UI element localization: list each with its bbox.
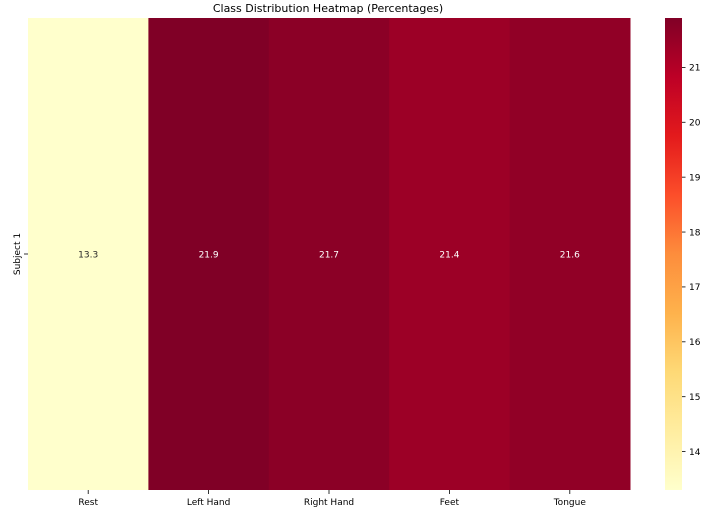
cell-annotation: 21.6 xyxy=(560,251,580,261)
x-tick-label: Right Hand xyxy=(304,498,354,508)
cell-annotation: 21.4 xyxy=(439,251,459,261)
colorbar-tick-label: 15 xyxy=(689,393,700,403)
heatmap-cell xyxy=(28,18,149,490)
colorbar: 14 15 16 17 18 19 20 21 xyxy=(665,18,701,490)
heatmap-cell xyxy=(389,18,511,490)
heatmap-cells: 13.3 21.9 21.7 21.4 21.6 xyxy=(28,18,631,490)
chart-title: Class Distribution Heatmap (Percentages) xyxy=(213,2,443,15)
colorbar-tick-label: 19 xyxy=(689,173,701,183)
colorbar-gradient xyxy=(665,18,682,490)
cell-annotation: 21.7 xyxy=(319,251,339,261)
heatmap-cell xyxy=(509,18,631,490)
y-tick-label: Subject 1 xyxy=(13,233,23,275)
cell-annotation: 21.9 xyxy=(199,251,219,261)
cell-annotation: 13.3 xyxy=(78,251,98,261)
colorbar-tick-label: 14 xyxy=(689,448,701,458)
heatmap-cell xyxy=(268,18,390,490)
colorbar-tick-label: 17 xyxy=(689,283,700,293)
colorbar-tick-label: 16 xyxy=(689,338,701,348)
x-tick-label: Left Hand xyxy=(187,498,231,508)
colorbar-tick-label: 18 xyxy=(689,228,701,238)
x-tick-label: Rest xyxy=(78,498,98,508)
x-tick-label: Feet xyxy=(440,498,460,508)
heatmap-cell xyxy=(148,18,270,490)
colorbar-tick-label: 20 xyxy=(689,119,701,129)
x-tick-label: Tongue xyxy=(553,498,587,508)
y-axis: Subject 1 xyxy=(13,233,28,275)
colorbar-tick-label: 21 xyxy=(689,64,700,74)
x-axis: Rest Left Hand Right Hand Feet Tongue xyxy=(78,490,586,508)
